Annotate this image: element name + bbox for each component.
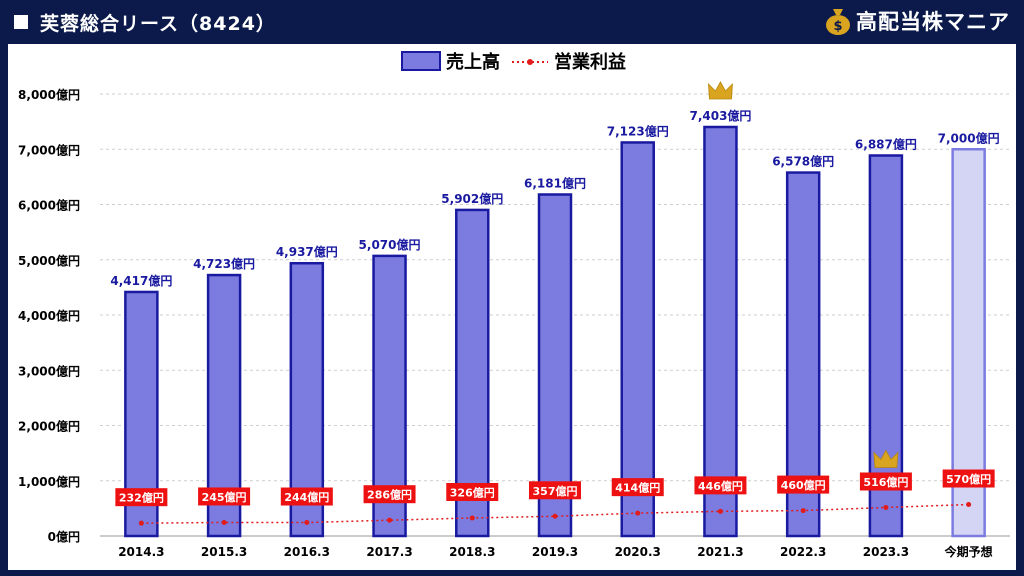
bar (620, 141, 655, 538)
profit-point (387, 517, 393, 523)
profit-point (138, 520, 144, 526)
profit-label-box (198, 487, 251, 506)
profit-label-box (363, 485, 416, 504)
bar-value-label: 5,070億円 (359, 237, 421, 252)
bar (703, 125, 738, 538)
legend-bar-swatch (401, 51, 441, 71)
x-tick-label: 2019.3 (532, 545, 578, 559)
profit-label-box (694, 476, 747, 495)
x-tick-label: 2021.3 (697, 545, 743, 559)
crowns (707, 81, 899, 468)
y-tick-label: 2,000億円 (18, 419, 80, 434)
profit-point (304, 520, 310, 526)
y-tick-label: 0億円 (48, 529, 80, 544)
x-tick-label: 2018.3 (449, 545, 495, 559)
profit-label: 446億円 (698, 479, 743, 493)
bar-value-label: 6,181億円 (524, 175, 586, 190)
x-tick-label: 2020.3 (615, 545, 661, 559)
x-tick-label: 2016.3 (284, 545, 330, 559)
page-title: 芙蓉総合リース（8424） (40, 12, 276, 35)
x-axis: 2014.3 2015.3 2016.3 2017.3 2018.3 2019.3 2020… (118, 544, 992, 559)
y-tick-label: 3,000億円 (18, 363, 80, 378)
y-tick-label: 4,000億円 (18, 308, 80, 323)
bar-value-label: 7,403億円 (689, 108, 751, 123)
brand-name: 高配当株マニア (856, 10, 1010, 34)
bar-value-label: 5,902億円 (441, 191, 503, 206)
profit-label: 357億円 (533, 484, 578, 498)
bar-value-label: 4,723億円 (193, 256, 255, 271)
y-tick-label: 5,000億円 (18, 253, 80, 268)
profit-label-box (115, 488, 168, 507)
profit-point (552, 513, 558, 519)
legend: 売上高 営業利益 (401, 51, 626, 73)
title-bullet-icon (14, 15, 28, 29)
profit-label: 286億円 (367, 488, 412, 502)
profit-label: 244億円 (284, 490, 329, 504)
bar (537, 193, 573, 538)
profit-label: 232億円 (119, 491, 164, 505)
bar-value-label: 4,937億円 (276, 244, 338, 259)
profit-label-box (611, 478, 664, 497)
profit-label-box (446, 482, 499, 501)
profit-label-box (280, 487, 333, 506)
profit-line (138, 502, 972, 526)
profit-label: 570億円 (946, 472, 991, 486)
y-tick-label: 1,000億円 (18, 474, 80, 489)
profit-point (883, 504, 889, 510)
crown-icon (873, 449, 899, 468)
profit-point (635, 510, 641, 516)
svg-text:$: $ (833, 19, 842, 34)
bar-value-label: 4,417億円 (110, 273, 172, 288)
profit-label-box (529, 481, 581, 500)
chart: 0億円 1,000億円 2,000億円 3,000億円 4,000億円 5,000億円 6,… (18, 51, 1010, 559)
legend-bar-label: 売上高 (446, 51, 500, 73)
profit-point (966, 502, 972, 508)
profit-label: 460億円 (781, 478, 826, 492)
y-tick-label: 8,000億円 (18, 87, 80, 102)
profit-label: 414億円 (615, 481, 660, 495)
x-tick-label: 2015.3 (201, 545, 247, 559)
x-tick-label: 2017.3 (366, 545, 412, 559)
y-axis: 0億円 1,000億円 2,000億円 3,000億円 4,000億円 5,000億円 6,… (18, 87, 80, 544)
y-tick-label: 7,000億円 (18, 142, 80, 157)
profit-label-box (942, 469, 995, 488)
chart-panel: 0億円 1,000億円 2,000億円 3,000億円 4,000億円 5,000億円 6,… (8, 44, 1016, 570)
profit-label: 326億円 (450, 485, 495, 499)
header-bar: 芙蓉総合リース（8424） $ 高配当株マニア (0, 0, 1024, 44)
profit-point (717, 508, 723, 514)
x-tick-label: 2022.3 (780, 545, 826, 559)
profit-labels: 232億円 245億円 244億円 286億円 326億円 357億円 414億円 446億円… (115, 469, 995, 507)
x-tick-label: 2014.3 (118, 545, 164, 559)
profit-label-box (777, 475, 830, 494)
legend-line-marker (527, 59, 533, 65)
bar-value-label: 6,887億円 (855, 136, 917, 151)
bar-value-label: 7,000億円 (938, 130, 1000, 145)
money-bag-icon: $ (826, 9, 850, 35)
bar-value-label: 7,123億円 (607, 123, 669, 138)
legend-line-label: 営業利益 (554, 51, 626, 73)
profit-label-box (859, 472, 912, 491)
bar (785, 171, 821, 538)
bar (455, 208, 490, 538)
profit-point (469, 515, 475, 521)
bar-labels: 4,417億円 4,723億円 4,937億円 5,070億円 5,902億円 6,181… (110, 108, 999, 288)
brand: $ 高配当株マニア (824, 6, 1010, 36)
x-tick-label: 今期予想 (944, 544, 993, 559)
x-tick-label: 2023.3 (863, 545, 909, 559)
profit-label: 245億円 (202, 490, 247, 504)
crown-icon (707, 81, 733, 100)
profit-point (221, 519, 227, 525)
bar-value-label: 6,578億円 (772, 154, 834, 169)
profit-point (800, 508, 806, 514)
y-tick-label: 6,000億円 (18, 198, 80, 213)
profit-label: 516億円 (863, 475, 908, 489)
